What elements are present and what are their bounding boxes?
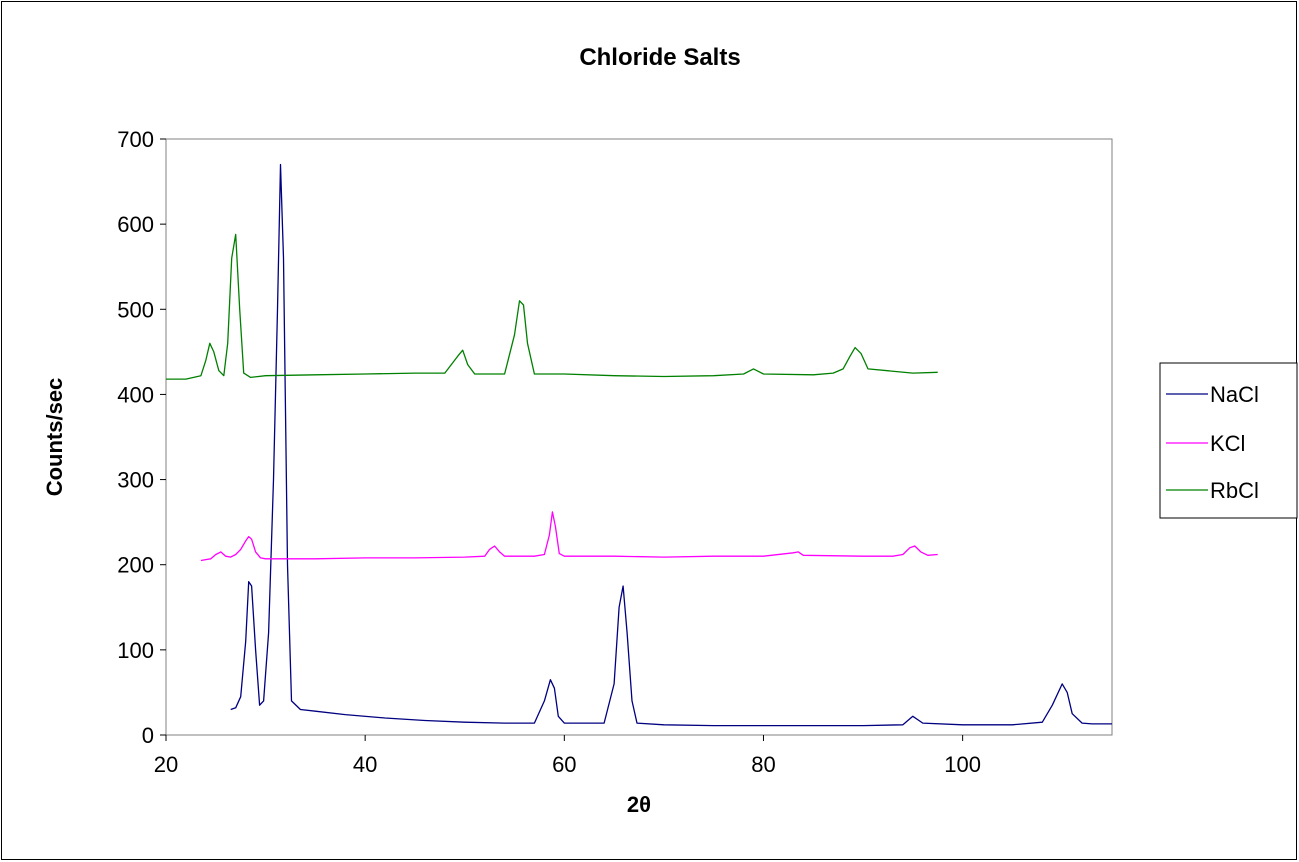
x-tick-label: 80 bbox=[751, 752, 775, 777]
legend-label-nacl: NaCl bbox=[1210, 382, 1259, 407]
y-tick-label: 0 bbox=[142, 723, 154, 748]
y-tick-label: 600 bbox=[117, 212, 154, 237]
x-tick-label: 100 bbox=[944, 752, 981, 777]
y-axis-label: Counts/sec bbox=[42, 378, 67, 497]
y-tick-label: 500 bbox=[117, 297, 154, 322]
legend: NaCl KCl RbCl bbox=[1159, 362, 1298, 519]
x-tick-label: 60 bbox=[552, 752, 576, 777]
x-tick-label: 20 bbox=[154, 752, 178, 777]
series-line-rbcl bbox=[166, 233, 938, 380]
x-axis: 20 40 60 80 100 bbox=[154, 735, 981, 777]
chart-title: Chloride Salts bbox=[579, 44, 740, 71]
y-tick-label: 400 bbox=[117, 382, 154, 407]
y-tick-label: 100 bbox=[117, 638, 154, 663]
y-tick-label: 200 bbox=[117, 553, 154, 578]
legend-label-rbcl: RbCl bbox=[1210, 478, 1259, 503]
plot-area bbox=[165, 138, 1113, 736]
legend-box bbox=[1159, 362, 1298, 519]
y-tick-label: 300 bbox=[117, 468, 154, 493]
y-axis: 0 100 200 300 400 500 600 700 bbox=[117, 127, 166, 748]
series-line-nacl bbox=[230, 163, 1112, 727]
series-group bbox=[166, 163, 1112, 727]
y-tick-label: 700 bbox=[117, 127, 154, 152]
series-line-kcl bbox=[200, 511, 938, 562]
x-tick-label: 40 bbox=[353, 752, 377, 777]
x-axis-label: 2θ bbox=[627, 792, 651, 817]
legend-label-kcl: KCl bbox=[1210, 431, 1245, 456]
